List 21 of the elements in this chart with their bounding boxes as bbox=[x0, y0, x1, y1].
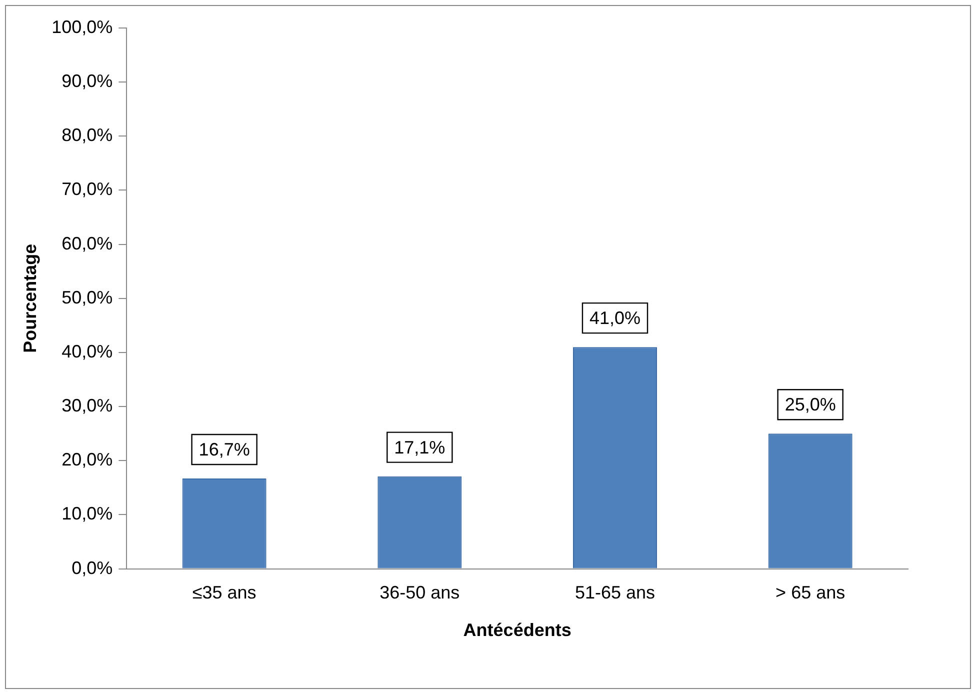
y-tick-label: 30,0% bbox=[62, 396, 113, 416]
data-label: 41,0% bbox=[589, 308, 641, 328]
data-label: 16,7% bbox=[198, 439, 250, 460]
data-label: 25,0% bbox=[784, 394, 836, 415]
y-tick-label: 10,0% bbox=[62, 504, 113, 524]
x-tick-label: 36-50 ans bbox=[380, 582, 460, 603]
y-axis-title: Pourcentage bbox=[20, 244, 40, 353]
y-tick-label: 60,0% bbox=[62, 233, 113, 254]
x-tick-label: > 65 ans bbox=[776, 582, 846, 603]
y-tick-label: 50,0% bbox=[62, 287, 113, 308]
x-axis-title: Antécédents bbox=[463, 620, 572, 640]
y-tick-label: 40,0% bbox=[62, 341, 113, 362]
data-label: 17,1% bbox=[394, 437, 446, 458]
y-tick-label: 0,0% bbox=[72, 558, 113, 578]
y-tick-label: 70,0% bbox=[62, 179, 113, 200]
x-tick-label: ≤35 ans bbox=[192, 582, 256, 603]
y-tick-label: 90,0% bbox=[62, 71, 113, 92]
y-tick-label: 20,0% bbox=[62, 450, 113, 470]
y-tick-label: 100,0% bbox=[52, 16, 113, 37]
y-tick-label: 80,0% bbox=[62, 125, 113, 146]
x-tick-label: 51-65 ans bbox=[574, 582, 656, 603]
